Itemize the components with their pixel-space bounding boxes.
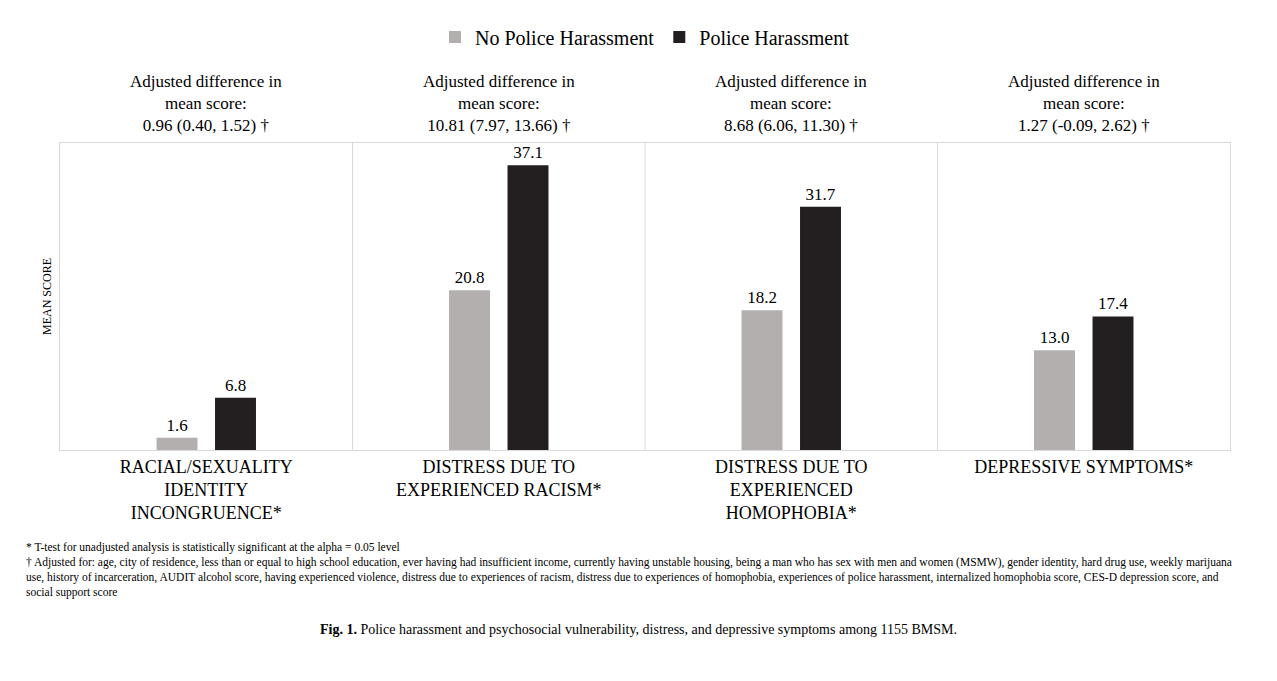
svg-text:17.4: 17.4 <box>1098 294 1128 313</box>
svg-text:Adjusted difference inmean sco: Adjusted difference inmean score:0.96 (0… <box>130 72 282 135</box>
svg-text:Adjusted difference inmean sco: Adjusted difference inmean score:10.81 (… <box>423 72 575 135</box>
svg-text:37.1: 37.1 <box>513 143 543 162</box>
svg-text:6.8: 6.8 <box>225 376 246 395</box>
svg-text:DISTRESS DUE TOEXPERIENCEDHOMO: DISTRESS DUE TOEXPERIENCEDHOMOPHOBIA* <box>715 457 867 524</box>
svg-text:DEPRESSIVE SYMPTOMS*: DEPRESSIVE SYMPTOMS* <box>974 457 1193 477</box>
svg-text:13.0: 13.0 <box>1040 328 1070 347</box>
svg-text:MEAN SCORE: MEAN SCORE <box>40 258 54 335</box>
svg-text:18.2: 18.2 <box>747 288 777 307</box>
svg-text:1.6: 1.6 <box>166 416 187 435</box>
html-text:* T-test for unadjusted analys: * T-test for unadjusted analysis is stat… <box>26 541 400 553</box>
svg-text:Police Harassment: Police Harassment <box>699 27 849 49</box>
svg-text:RACIAL/SEXUALITYIDENTITYINCONG: RACIAL/SEXUALITYIDENTITYINCONGRUENCE* <box>120 457 293 524</box>
html-text:Fig. 1. Police harassment and: Fig. 1. Police harassment and psychosoci… <box>320 622 957 637</box>
svg-text:Adjusted difference inmean sco: Adjusted difference inmean score:8.68 (6… <box>715 72 867 135</box>
svg-text:DISTRESS DUE TOEXPERIENCED RAC: DISTRESS DUE TOEXPERIENCED RACISM* <box>396 457 602 500</box>
svg-text:No Police Harassment: No Police Harassment <box>475 27 654 49</box>
svg-text:20.8: 20.8 <box>455 268 485 287</box>
svg-text:Adjusted difference inmean sco: Adjusted difference inmean score:1.27 (-… <box>1008 72 1160 135</box>
svg-text:31.7: 31.7 <box>805 185 835 204</box>
html-text:† Adjusted for: age, city of r: † Adjusted for: age, city of residence, … <box>26 556 1232 598</box>
